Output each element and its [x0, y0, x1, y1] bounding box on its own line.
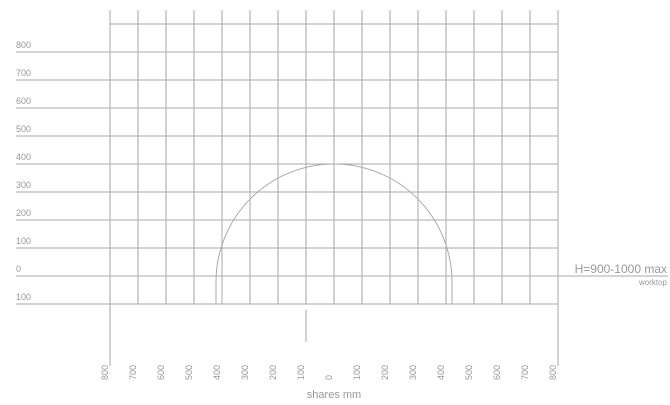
left-label: 300 [16, 180, 31, 190]
left-label: 100 [16, 292, 31, 302]
bottom-label: 100 [352, 365, 362, 380]
axis-label: shares mm [307, 389, 361, 401]
height-note: H=900-1000 max [575, 262, 667, 276]
left-label: 700 [16, 68, 31, 78]
left-label: 500 [16, 124, 31, 134]
bottom-label: 400 [436, 365, 446, 380]
bottom-label: 300 [240, 365, 250, 380]
bottom-label: 800 [100, 365, 110, 380]
bottom-label: 700 [520, 365, 530, 380]
bottom-label: 600 [492, 365, 502, 380]
bottom-label: 500 [464, 365, 474, 380]
bottom-label: 200 [268, 365, 278, 380]
bottom-label: 800 [548, 365, 558, 380]
bottom-label: 300 [408, 365, 418, 380]
left-label: 0 [16, 264, 21, 274]
bottom-label: 400 [212, 365, 222, 380]
bottom-label: 700 [128, 365, 138, 380]
left-label: 600 [16, 96, 31, 106]
bottom-label: 200 [380, 365, 390, 380]
bottom-label: 100 [296, 365, 306, 380]
left-label: 800 [16, 40, 31, 50]
bottom-label: 600 [156, 365, 166, 380]
height-subnote: worktop [638, 278, 668, 287]
left-label: 200 [16, 208, 31, 218]
bottom-label: 0 [324, 375, 334, 380]
bottom-label: 500 [184, 365, 194, 380]
left-label: 400 [16, 152, 31, 162]
left-label: 100 [16, 236, 31, 246]
